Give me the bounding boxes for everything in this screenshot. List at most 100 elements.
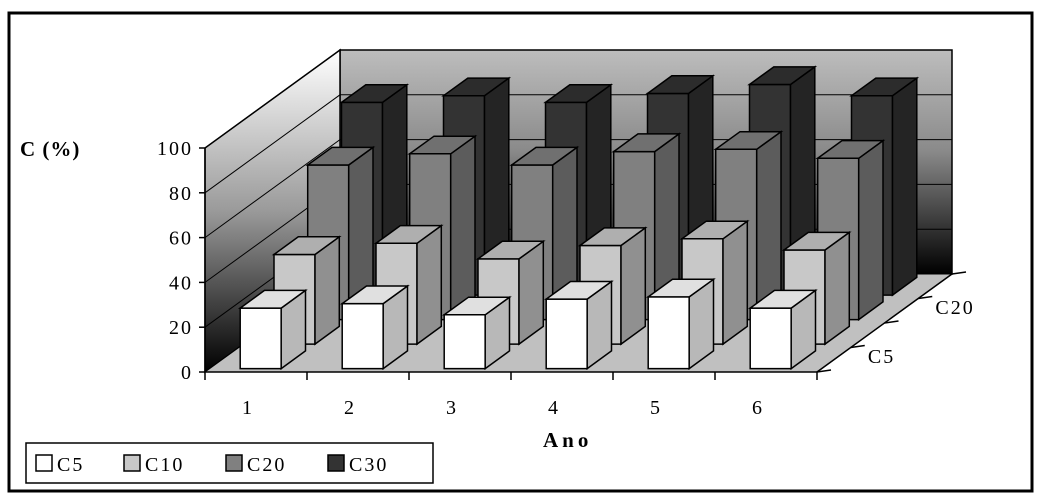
bar-C5-4 <box>543 280 614 371</box>
bar-C5-2 <box>339 284 410 371</box>
bar-side-shade <box>723 221 748 345</box>
legend-item-C30: C30 <box>327 454 388 476</box>
depth-tick-mark <box>850 344 865 349</box>
bar-side-shade <box>892 78 917 296</box>
bar-top <box>713 130 784 151</box>
bar-top-shade <box>749 66 815 85</box>
bar-top-shade <box>376 225 442 244</box>
bar-top-shade <box>817 140 883 159</box>
bar-side-shade <box>552 147 577 320</box>
bar-top-shade <box>784 232 850 250</box>
bar-top <box>577 227 648 247</box>
bar-top-shade <box>647 75 713 94</box>
bar-top-shade <box>307 147 373 165</box>
bar-side-shade <box>654 133 679 320</box>
legend-item-C10: C10 <box>123 454 182 476</box>
depth-label: C5 <box>868 346 895 368</box>
bar-top-shade <box>545 84 611 103</box>
legend-item-C5: C5 <box>35 454 82 476</box>
bar-top <box>305 146 376 166</box>
y-tick-label: 40 <box>169 272 193 294</box>
y-tick-label: 80 <box>169 183 193 205</box>
bar-top <box>339 285 410 305</box>
bar-top-shade <box>478 241 544 259</box>
x-tick-label: 6 <box>752 397 764 419</box>
bar-top <box>645 278 716 298</box>
bar-side-shade <box>791 290 816 369</box>
bar-side-shade <box>689 279 714 369</box>
y-axis-label: C (%) <box>20 137 80 161</box>
depth-tick-mark <box>816 369 832 373</box>
bar-side-shade <box>281 290 306 369</box>
bar-top-shade <box>409 136 475 154</box>
bar-side-shade <box>485 297 510 369</box>
bar-top-shade <box>443 78 509 96</box>
bar-C5-5 <box>645 277 716 371</box>
bar-top <box>271 236 342 256</box>
bar-top-shade <box>851 78 917 96</box>
legend-item-C20: C20 <box>225 454 284 476</box>
bar-C5-1 <box>237 288 308 371</box>
bar-top-shade <box>546 281 612 300</box>
bar-top-shade <box>444 297 510 315</box>
x-tick-label: 5 <box>650 397 662 419</box>
bar-side-shade <box>348 147 373 320</box>
bar-top-shade <box>715 131 781 150</box>
bar-top-shade <box>580 227 646 246</box>
bar-top <box>543 280 614 300</box>
bar-top <box>441 77 512 97</box>
depth-tick-mark <box>918 295 933 300</box>
bar-top-shade <box>274 236 340 255</box>
x-tick-labels: 1 2 3 4 5 6 <box>242 397 764 419</box>
depth-axis-labels: C5 C20 <box>868 297 974 368</box>
legend-label: C30 <box>349 454 388 476</box>
bar-top <box>475 240 546 260</box>
bar-top <box>441 296 512 316</box>
bar-top <box>747 66 818 86</box>
x-tick-label: 3 <box>446 397 458 419</box>
bar-top <box>849 77 920 97</box>
x-tick-label: 2 <box>344 397 356 419</box>
bar-top <box>781 231 852 251</box>
bar-C5-3 <box>441 295 512 371</box>
bar-front <box>239 307 282 370</box>
bar-side-shade <box>621 227 646 345</box>
y-tick-label: 20 <box>169 317 193 339</box>
bar-top-shade <box>511 147 577 165</box>
bar-top <box>373 224 444 245</box>
bar-front <box>545 298 588 370</box>
bar-top-shade <box>341 84 407 103</box>
bar-top-shade <box>342 286 408 304</box>
bar-top-shade <box>613 133 679 152</box>
depth-tick-mark <box>884 320 899 324</box>
bar-side-shade <box>383 286 408 369</box>
depth-label: C20 <box>935 297 974 319</box>
legend-swatch <box>35 454 53 472</box>
bar-top-shade <box>240 290 306 309</box>
bar-top <box>815 139 886 160</box>
bar-side-shade <box>858 140 883 320</box>
gridline <box>204 94 952 194</box>
bar-top <box>339 84 410 104</box>
bar-front <box>443 314 486 370</box>
bar-top <box>645 75 716 95</box>
bar-side-shade <box>315 236 340 345</box>
bar-top-shade <box>750 290 816 309</box>
bars <box>237 65 920 371</box>
bar-C5-6 <box>747 288 818 371</box>
bar-front <box>647 296 690 370</box>
legend-swatch <box>327 454 345 472</box>
bar-top <box>611 133 682 153</box>
bar-side-shade <box>825 232 850 345</box>
x-axis-label: Ano <box>543 428 592 452</box>
bar-top <box>407 135 478 155</box>
bar-side-shade <box>756 131 781 320</box>
bar-top <box>237 289 308 309</box>
bar-side-shade <box>450 136 475 320</box>
y-tick-label: 0 <box>181 362 193 384</box>
bar-side-shade <box>587 281 612 369</box>
bar-top-shade <box>648 279 714 297</box>
bar-front <box>749 307 792 370</box>
bar-top <box>679 220 750 240</box>
